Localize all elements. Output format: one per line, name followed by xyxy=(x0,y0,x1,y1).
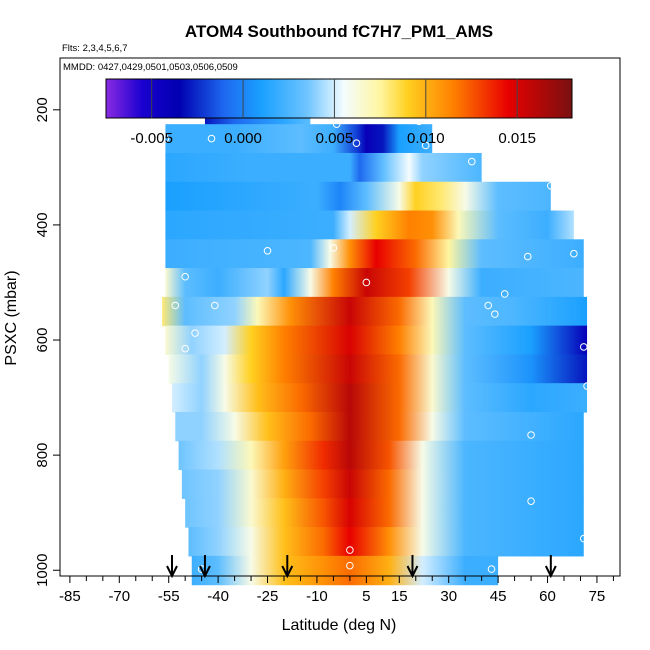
sample-marker xyxy=(346,561,354,570)
x-tick-label: 15 xyxy=(391,588,408,605)
flight-arrows xyxy=(166,555,557,579)
y-tick-label: 1000 xyxy=(34,554,51,587)
y-tick-label: 600 xyxy=(34,328,51,353)
y-axis-label: PSXC (mbar) xyxy=(3,270,20,365)
sample-marker xyxy=(352,139,361,147)
x-tick-label: 75 xyxy=(589,588,606,605)
x-tick-label: -25 xyxy=(257,588,279,605)
sample-marker xyxy=(346,546,354,554)
colorbar: -0.005 0.000 0.005 0.010 0.015 xyxy=(105,78,573,147)
y-axis: 200 400 600 800 1000 xyxy=(34,97,60,587)
sample-marker xyxy=(415,117,423,126)
sample-marker xyxy=(484,301,493,310)
sample-marker xyxy=(211,301,219,310)
x-tick-label: -85 xyxy=(59,588,81,605)
x-tick-label: -40 xyxy=(207,588,229,605)
plot-frame xyxy=(59,57,621,577)
sample-marker xyxy=(263,247,272,255)
heatmap-row-650 xyxy=(168,354,588,384)
x-tick-label: -70 xyxy=(108,588,130,605)
flight-arrow-head xyxy=(406,565,419,579)
sample-marker xyxy=(421,141,430,150)
y-tick-label: 400 xyxy=(34,212,51,237)
heatmap-row-600 xyxy=(165,325,588,356)
flights-label: Flts: 2,3,4,5,6,7 xyxy=(62,43,127,54)
x-tick-label: -10 xyxy=(306,588,328,605)
sample-marker xyxy=(523,252,532,261)
flight-arrow-head xyxy=(166,565,178,579)
heatmap-row-950 xyxy=(188,527,584,557)
heatmap-row-550 xyxy=(162,296,588,327)
sample-marker xyxy=(491,310,499,318)
heatmap-row-500 xyxy=(165,268,584,298)
x-tick-label: 60 xyxy=(539,588,556,605)
sample-marker xyxy=(583,382,591,390)
y-tick-label: 800 xyxy=(34,443,51,468)
y-tick-label: 200 xyxy=(34,97,51,122)
sample-marker xyxy=(487,565,496,573)
sample-marker xyxy=(527,497,535,505)
heatmap-row-900 xyxy=(185,498,584,528)
flight-arrow-head xyxy=(199,565,211,579)
sample-marker xyxy=(161,134,170,143)
sample-marker xyxy=(332,120,341,128)
colorbar-tick-label: 0.010 xyxy=(407,130,445,147)
sample-marker xyxy=(570,249,578,258)
sample-marker xyxy=(362,278,371,287)
heatmap-row-450 xyxy=(165,239,584,269)
x-tick-label: 5 xyxy=(362,588,370,605)
sample-marker xyxy=(171,301,180,310)
sample-marker xyxy=(527,431,535,439)
sample-marker xyxy=(181,344,189,353)
sample-marker xyxy=(547,181,555,190)
colorbar-tick-label: 0.000 xyxy=(224,130,262,147)
sample-marker xyxy=(444,141,453,150)
sample-marker xyxy=(181,272,189,281)
flight-arrow-head xyxy=(281,565,294,579)
x-axis: -85 -70 -55 -40 -25 -10 5 15 30 45 60 75 xyxy=(59,576,614,605)
x-tick-label: -55 xyxy=(158,588,180,605)
sample-marker xyxy=(467,157,476,166)
colorbar-tick-label: 0.015 xyxy=(498,130,536,147)
heatmap-rows xyxy=(162,95,588,586)
x-tick-label: 45 xyxy=(490,588,507,605)
sample-marker xyxy=(579,534,588,543)
sample-marker xyxy=(207,134,216,143)
sample-marker xyxy=(191,329,199,337)
heatmap-row-400 xyxy=(165,210,574,240)
heatmap-row-700 xyxy=(172,383,588,413)
heatmap-row-250 xyxy=(165,124,433,154)
sample-marker xyxy=(329,244,338,252)
heatmap-row-350 xyxy=(165,181,551,212)
x-tick-label: 30 xyxy=(440,588,457,605)
flight-arrow-head xyxy=(544,565,557,579)
heatmap-row-850 xyxy=(181,469,584,499)
colorbar-tick-label: -0.005 xyxy=(130,130,173,147)
chart-title: ATOM4 Southbound fC7H7_PM1_AMS xyxy=(185,22,493,41)
sample-marker xyxy=(500,290,509,298)
colorbar-gradient xyxy=(105,78,573,119)
sample-marker xyxy=(181,566,189,575)
heatmap-row-1000 xyxy=(191,555,499,586)
sample-marker xyxy=(579,343,588,351)
heatmap-row-750 xyxy=(175,411,584,442)
x-axis-label: Latitude (deg N) xyxy=(282,617,397,634)
heatmap-row-300 xyxy=(165,152,482,183)
dates-label: MMDD: 0427,0429,0501,0503,0506,0509 xyxy=(63,62,238,73)
colorbar-tick-label: 0.005 xyxy=(316,130,354,147)
heatmap-row-800 xyxy=(178,440,584,471)
